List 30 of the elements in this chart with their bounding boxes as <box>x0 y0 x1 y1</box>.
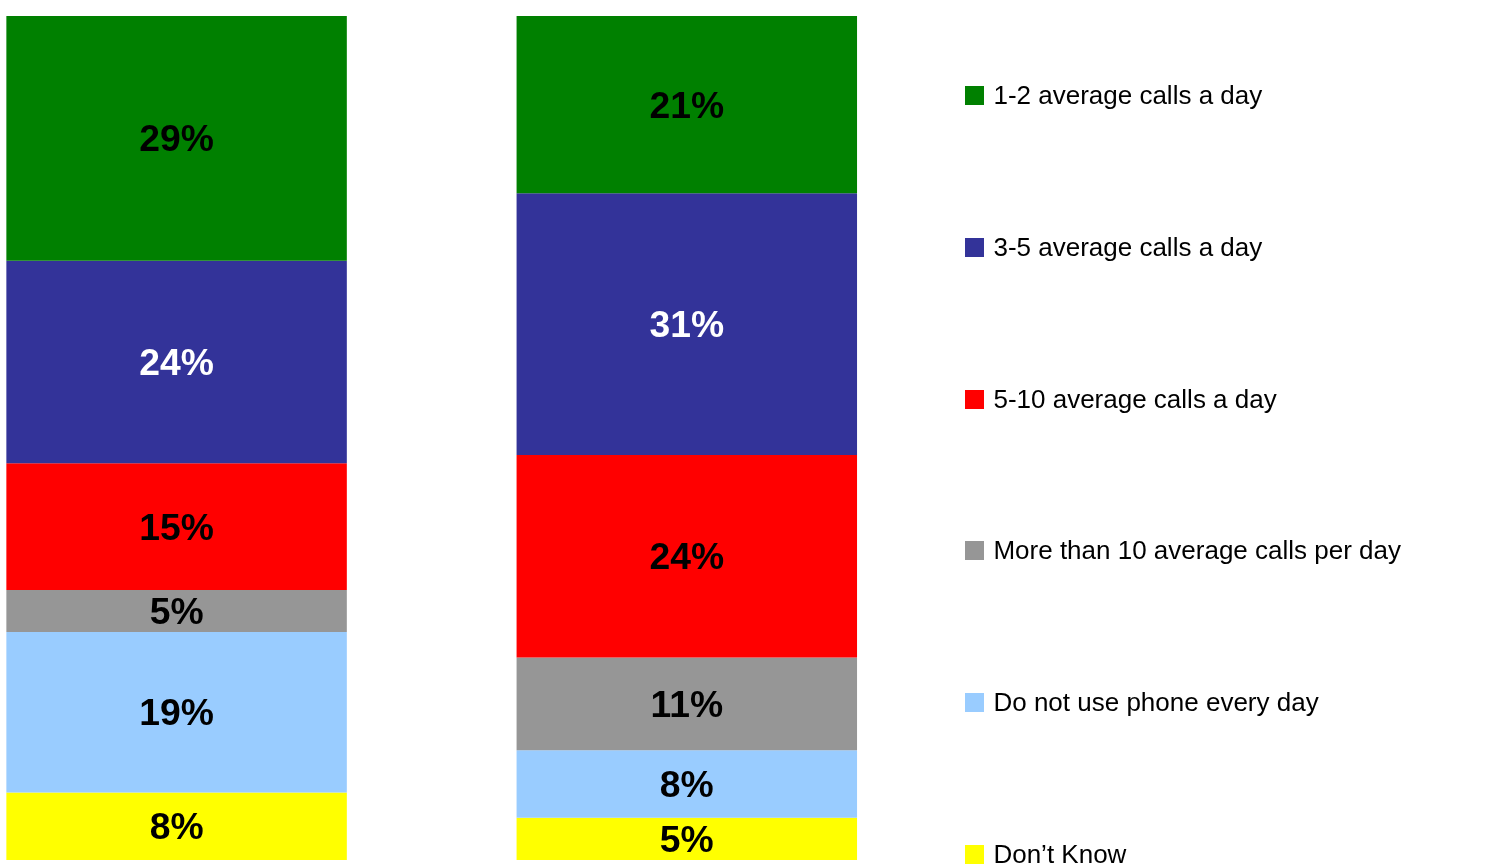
data-label: 29% <box>139 117 214 160</box>
data-label: 11% <box>650 682 724 725</box>
bar <box>6 589 347 633</box>
bar <box>516 657 858 751</box>
data-label: 15% <box>139 505 214 548</box>
data-label: 5% <box>149 589 204 632</box>
data-label: 5% <box>659 817 714 860</box>
bar <box>6 260 347 464</box>
bar <box>516 454 858 658</box>
legend-label: More than 10 average calls per day <box>993 535 1401 567</box>
legend-label: 3-5 average calls a day <box>993 231 1263 263</box>
legend-label: 5-10 average calls a day <box>993 383 1277 415</box>
bar <box>516 817 858 860</box>
legend-label: Don’t Know <box>993 838 1127 867</box>
data-label: 21% <box>649 83 725 126</box>
data-label: 24% <box>649 535 725 578</box>
data-label: 24% <box>139 341 214 384</box>
bar <box>516 193 858 455</box>
bar <box>6 632 347 793</box>
data-label: 8% <box>659 762 714 805</box>
data-label: 19% <box>139 691 214 734</box>
bar <box>516 750 858 818</box>
legend-label: Do not use phone every day <box>993 687 1319 719</box>
bar <box>516 16 858 194</box>
bar <box>6 792 347 860</box>
legend-label: 1-2 average calls a day <box>993 80 1263 111</box>
bar <box>6 16 347 261</box>
data-label: 31% <box>649 303 725 346</box>
bar <box>6 463 347 590</box>
data-label: 8% <box>149 805 204 848</box>
